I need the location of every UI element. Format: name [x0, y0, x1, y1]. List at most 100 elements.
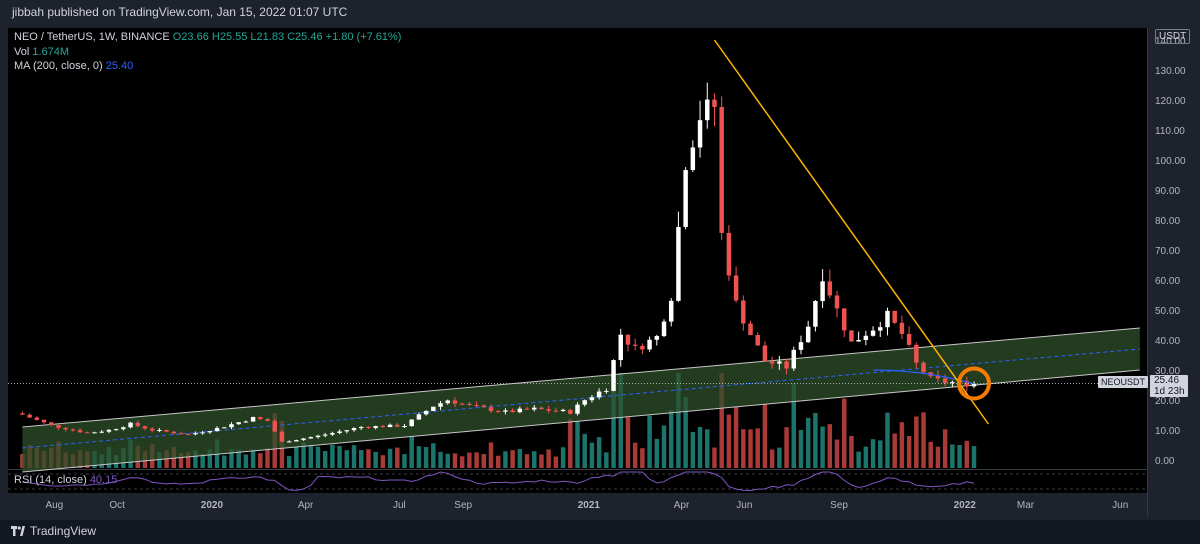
candle-body — [841, 308, 847, 331]
volume-bar — [914, 416, 919, 468]
candle-body — [791, 349, 797, 369]
volume-bar — [813, 412, 818, 468]
candle-body — [279, 431, 285, 442]
y-tick-labels: 0.00 10.00 20.00 30.00 40.00 50.00 60.00 70.00 8… — [1155, 36, 1186, 467]
volume-bar — [503, 451, 508, 468]
candle-body — [409, 419, 414, 427]
candle-body — [495, 411, 501, 413]
volume-bar — [726, 414, 732, 468]
volume-bar — [870, 439, 876, 468]
volume-bar — [438, 451, 443, 468]
last-price-value: 25.46 — [1154, 375, 1180, 386]
candle-body — [683, 170, 688, 227]
volume-bar — [964, 440, 970, 468]
x-tick-label: Sep — [454, 500, 472, 511]
volume-bar — [185, 452, 191, 468]
candle-body — [618, 334, 623, 361]
y-tick-label: 30.00 — [1155, 366, 1180, 377]
candle-body — [402, 426, 407, 428]
volume-bar — [409, 435, 414, 468]
volume-bar — [330, 444, 335, 468]
candle-body — [380, 426, 386, 428]
volume-bar — [294, 446, 299, 468]
candle-body — [914, 344, 919, 363]
y-tick-label: 70.00 — [1155, 246, 1180, 257]
candle-body — [950, 382, 955, 384]
candle-body — [431, 406, 436, 411]
candle-body — [733, 275, 739, 301]
candle-body — [193, 433, 198, 435]
candle-body — [935, 376, 941, 379]
candle-body — [676, 226, 681, 301]
y-tick-label: 50.00 — [1155, 306, 1180, 317]
candle-body — [539, 407, 544, 410]
candle-body — [560, 409, 566, 411]
candle-body — [128, 422, 133, 428]
candle-body — [784, 361, 789, 369]
candle-body — [942, 378, 948, 383]
volume-bar — [193, 450, 198, 468]
legend-volume-row[interactable]: Vol 1.674M — [14, 45, 401, 60]
tradingview-logo-icon — [11, 526, 25, 536]
volume-bar — [315, 446, 321, 468]
volume-bar — [236, 449, 241, 468]
candle-body — [459, 403, 465, 405]
volume-bar — [856, 451, 861, 468]
candle-body — [106, 429, 112, 432]
volume-bar — [654, 438, 660, 468]
volume-bar — [690, 431, 696, 468]
candle-body — [827, 281, 833, 296]
candle-body — [668, 300, 674, 322]
y-tick-label: 120.00 — [1155, 96, 1186, 107]
volume-bar — [431, 443, 436, 468]
legend-symbol-row[interactable]: NEO / TetherUS, 1W, BINANCE O23.66 H25.5… — [14, 30, 401, 45]
volume-bar — [459, 456, 465, 468]
volume-bar — [618, 373, 623, 468]
candle-body — [200, 432, 205, 434]
volume-bar — [906, 436, 912, 468]
legend-ma-row[interactable]: MA (200, close, 0) 25.40 — [14, 59, 401, 74]
drawings[interactable] — [8, 39, 1147, 425]
candle-body — [229, 424, 234, 428]
volume-bar — [553, 456, 559, 468]
candle-body — [121, 427, 126, 430]
tradingview-brand[interactable]: TradingView — [11, 524, 96, 538]
volume-bar — [200, 453, 205, 468]
candle-body — [178, 433, 184, 435]
y-tick-label: 80.00 — [1155, 216, 1180, 227]
volume-bar — [589, 442, 595, 468]
volume-bar — [791, 383, 797, 468]
candle-body — [575, 404, 580, 414]
volume-bar — [351, 445, 357, 468]
candle-body — [423, 410, 429, 415]
x-tick-label: Jun — [736, 500, 752, 511]
trend-channel[interactable] — [22, 327, 1140, 473]
candle-body — [604, 390, 609, 392]
candle-body — [863, 335, 869, 341]
rsi-legend[interactable]: RSI (14, close) 40.15 — [14, 474, 117, 486]
rsi-background — [8, 470, 1148, 493]
candle-body — [661, 321, 667, 337]
x-tick-label: 2020 — [201, 500, 224, 511]
y-tick-label: 10.00 — [1155, 426, 1180, 437]
candle-body — [222, 427, 227, 429]
candle-body — [214, 428, 220, 432]
volume-bar — [733, 406, 739, 468]
volume-bar — [488, 442, 494, 468]
candle-body — [921, 362, 926, 373]
x-tick-labels: Aug Oct 2020 Apr Jul Sep 2021 Apr Jun Sep 2022 Mar J… — [45, 500, 1128, 511]
volume-bar — [308, 444, 314, 468]
candle-body — [719, 106, 724, 233]
currency-badge[interactable]: USDT — [1155, 29, 1191, 44]
volume-bar — [358, 450, 364, 468]
candle-body — [755, 335, 760, 346]
volume-bar — [546, 449, 551, 468]
channel-fill — [22, 328, 1140, 472]
candle-body — [207, 431, 213, 433]
volume-bar — [445, 453, 450, 468]
candle-body — [647, 339, 652, 350]
candle-body — [899, 322, 905, 334]
candle-body — [596, 391, 602, 398]
volume-bar — [322, 451, 328, 468]
